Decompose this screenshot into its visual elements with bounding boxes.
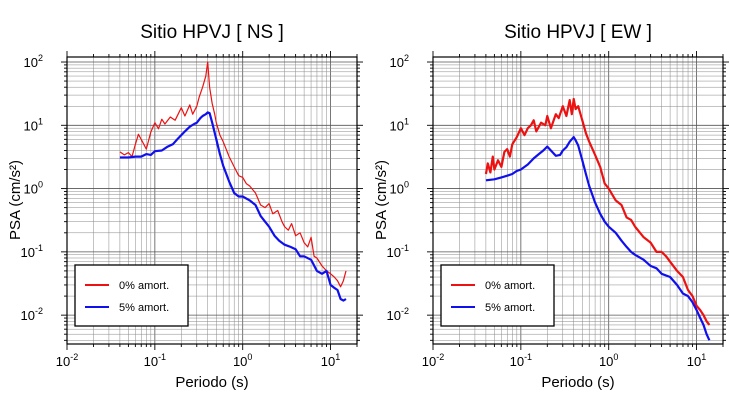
chart-title: Sitio HPVJ [ NS ]: [140, 22, 284, 43]
x-tick-label: 10-2: [56, 352, 78, 369]
y-tick-label: 102: [24, 53, 43, 70]
x-tick-label-exponent: -2: [436, 352, 444, 362]
y-tick-label-exponent: -2: [35, 306, 43, 316]
legend-label: 0% amort.: [119, 280, 169, 292]
y-tick-label-exponent: 2: [404, 53, 409, 63]
plot-frame: [66, 56, 358, 345]
legend-box: [440, 264, 555, 327]
x-axis-label: Periodo (s): [175, 374, 248, 391]
x-tick-label-exponent: 0: [247, 352, 252, 362]
y-tick-label: 10-2: [387, 306, 409, 323]
legend-label: 0% amort.: [485, 280, 535, 292]
x-tick-label: 10-1: [510, 352, 532, 369]
y-tick-label-exponent: 1: [38, 116, 43, 126]
chart-ew: Sitio HPVJ [ EW ] 10-2 10-1 100 10110-210-1…: [373, 22, 729, 391]
series-lines: [484, 97, 711, 341]
legend-label: 5% amort.: [485, 302, 535, 314]
y-tick-label-exponent: -2: [401, 306, 409, 316]
chart-ns: Sitio HPVJ [ NS ] 10-2 10-1 100 10110-210-1…: [7, 22, 363, 391]
y-tick-label: 10-2: [21, 306, 43, 323]
x-tick-label: 10-2: [422, 352, 444, 369]
legend-box: [74, 264, 189, 327]
y-tick-label-exponent: 0: [38, 180, 43, 190]
legend: 0% amort. 5% amort.: [440, 264, 555, 327]
plot-frame: [432, 56, 724, 345]
x-tick-label-exponent: -2: [70, 352, 78, 362]
y-axis-label: PSA (cm/s²): [7, 160, 24, 240]
y-tick-label: 101: [24, 116, 43, 133]
series-line-damped: [119, 111, 347, 302]
x-tick-label: 101: [321, 352, 340, 369]
series-line-undamped: [484, 97, 711, 326]
series-line-damped: [485, 136, 711, 341]
y-tick-label-exponent: 1: [404, 116, 409, 126]
y-tick-label-exponent: -1: [35, 243, 43, 253]
y-tick-label: 10-1: [21, 243, 43, 260]
series-lines: [119, 61, 347, 302]
x-tick-label: 100: [599, 352, 618, 369]
grid: [432, 57, 724, 344]
x-tick-label: 100: [233, 352, 252, 369]
y-tick-label: 101: [390, 116, 409, 133]
y-tick-label: 10-1: [387, 243, 409, 260]
x-tick-label-exponent: 1: [335, 352, 340, 362]
x-tick-label: 10-1: [144, 352, 166, 369]
legend-label: 5% amort.: [119, 302, 169, 314]
x-axis-label: Periodo (s): [541, 374, 614, 391]
y-tick-label: 102: [390, 53, 409, 70]
y-tick-label-exponent: 0: [404, 180, 409, 190]
x-tick-label: 101: [687, 352, 706, 369]
y-tick-label: 100: [390, 180, 409, 197]
y-tick-label-exponent: 2: [38, 53, 43, 63]
y-tick-label: 100: [24, 180, 43, 197]
x-tick-label-exponent: 0: [613, 352, 618, 362]
series-line-undamped: [119, 61, 347, 288]
x-tick-label-exponent: -1: [524, 352, 532, 362]
y-axis-label: PSA (cm/s²): [373, 160, 390, 240]
y-tick-label-exponent: -1: [401, 243, 409, 253]
legend: 0% amort. 5% amort.: [74, 264, 189, 327]
x-tick-label-exponent: 1: [701, 352, 706, 362]
chart-title: Sitio HPVJ [ EW ]: [504, 22, 652, 43]
x-tick-label-exponent: -1: [158, 352, 166, 362]
